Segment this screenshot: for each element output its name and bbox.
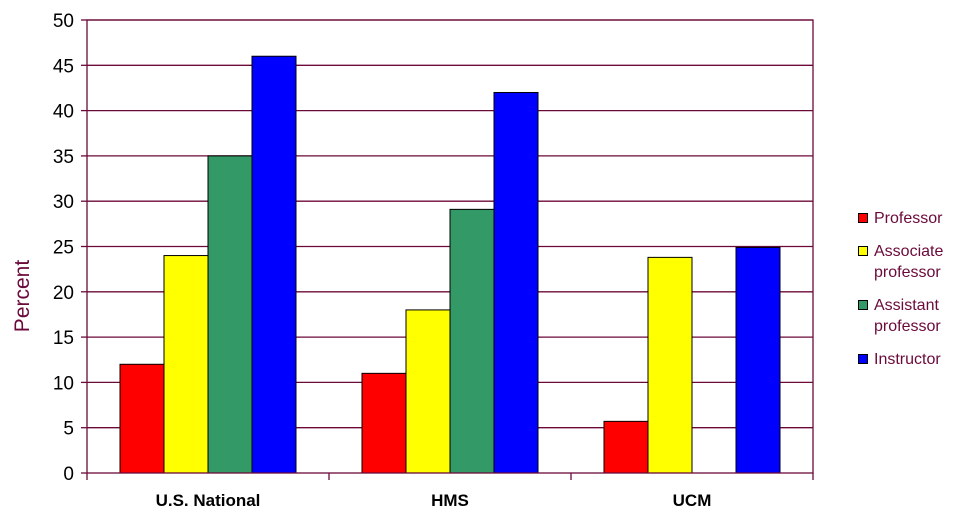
- legend-label: Associate professor: [874, 243, 944, 281]
- bar-assistant-professor: [207, 155, 253, 474]
- y-tick-label: 45: [53, 56, 74, 77]
- legend-item: Instructor: [858, 349, 964, 370]
- plot-frame: [86, 19, 814, 474]
- bar-instructor: [493, 91, 539, 474]
- legend-swatch: [858, 213, 868, 223]
- legend-item: Professor: [858, 208, 964, 229]
- legend-swatch: [858, 246, 868, 256]
- y-tick-labels: 0 5 10 15 20 25 30 35 40 45 50: [53, 11, 74, 485]
- bar-assistant-professor: [449, 208, 495, 474]
- bar-instructor: [735, 246, 781, 474]
- bars: [119, 55, 781, 474]
- bar-instructor: [251, 55, 297, 474]
- bar-associate-professor: [647, 256, 693, 474]
- y-tick-label: 0: [63, 464, 74, 485]
- y-tick-label: 30: [53, 192, 74, 213]
- category-label: HMS: [431, 491, 469, 510]
- bar-associate-professor: [405, 309, 451, 474]
- bar-professor: [603, 420, 649, 474]
- y-tick-label: 20: [53, 283, 74, 304]
- y-tick-label: 5: [63, 419, 74, 440]
- y-tick-label: 15: [53, 328, 74, 349]
- category-label: UCM: [673, 491, 712, 510]
- legend-label: Assistant professor: [874, 297, 941, 335]
- axes: [86, 19, 814, 480]
- legend-item: Assistant professor: [858, 295, 964, 337]
- category-label: U.S. National: [156, 491, 261, 510]
- y-tick-label: 10: [53, 373, 74, 394]
- bar-associate-professor: [163, 255, 209, 474]
- y-axis-title: Percent: [11, 260, 34, 333]
- y-tick-label: 35: [53, 147, 74, 168]
- legend-swatch: [858, 354, 868, 364]
- legend: Professor Associate professor Assistant pr…: [858, 208, 964, 382]
- legend-swatch: [858, 300, 868, 310]
- bar-professor: [361, 372, 407, 474]
- legend-item: Associate professor: [858, 241, 964, 283]
- category-labels: U.S. National HMS UCM: [156, 491, 712, 510]
- legend-label: Professor: [874, 210, 943, 227]
- bar-professor: [119, 363, 165, 474]
- legend-label: Instructor: [874, 351, 941, 368]
- y-tick-label: 25: [53, 238, 74, 259]
- y-tick-label: 40: [53, 102, 74, 123]
- y-tick-label: 50: [53, 11, 74, 32]
